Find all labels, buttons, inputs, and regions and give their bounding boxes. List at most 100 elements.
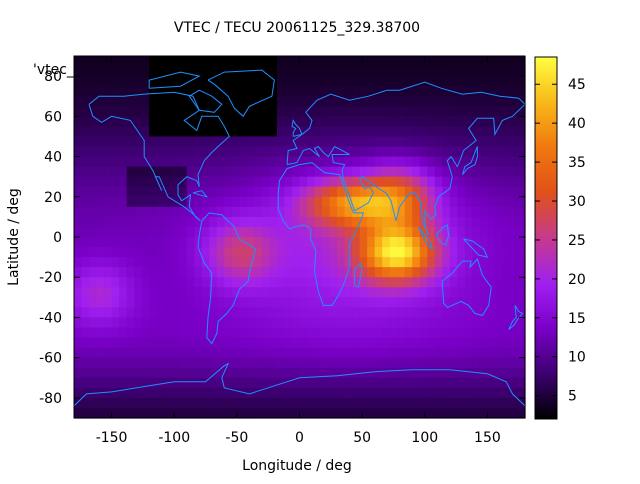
heatmap-cell bbox=[389, 287, 398, 298]
heatmap-cell bbox=[164, 76, 173, 87]
heatmap-cell bbox=[254, 327, 263, 339]
heatmap-cell bbox=[104, 307, 113, 319]
heatmap-cell bbox=[404, 76, 413, 87]
heatmap-cell bbox=[389, 126, 398, 138]
heatmap-cell bbox=[269, 226, 278, 238]
heatmap-cell bbox=[299, 377, 308, 389]
heatmap-cell bbox=[419, 277, 428, 288]
heatmap-cell bbox=[74, 297, 83, 308]
heatmap-cell bbox=[442, 377, 451, 389]
heatmap-cell bbox=[344, 206, 353, 218]
heatmap-cell bbox=[246, 216, 255, 228]
heatmap-cell bbox=[472, 237, 481, 248]
heatmap-cell bbox=[179, 347, 188, 359]
heatmap-cell bbox=[111, 76, 120, 87]
heatmap-cell bbox=[74, 287, 83, 298]
heatmap-cell bbox=[156, 367, 165, 379]
heatmap-cell bbox=[291, 267, 301, 278]
heatmap-cell bbox=[329, 216, 338, 228]
heatmap-cell bbox=[329, 247, 338, 258]
heatmap-cell bbox=[239, 387, 248, 399]
heatmap-cell bbox=[337, 226, 346, 238]
heatmap-cell bbox=[374, 226, 383, 238]
heatmap-cell bbox=[104, 397, 113, 409]
heatmap-cell bbox=[254, 216, 263, 228]
heatmap-cell bbox=[457, 166, 466, 178]
heatmap-cell bbox=[494, 257, 504, 268]
heatmap-cell bbox=[397, 307, 406, 319]
heatmap-cell bbox=[329, 277, 338, 288]
heatmap-cell bbox=[419, 317, 428, 329]
coastline-eurasia bbox=[286, 81, 526, 236]
heatmap-cell bbox=[314, 116, 323, 127]
heatmap-cell bbox=[209, 126, 218, 138]
heatmap-cell bbox=[307, 307, 316, 319]
heatmap-cell bbox=[442, 156, 451, 168]
heatmap-cell bbox=[164, 317, 173, 329]
heatmap-cell bbox=[291, 397, 301, 409]
heatmap-cell bbox=[261, 387, 271, 399]
heatmap-cell bbox=[96, 176, 105, 188]
heatmap-cell bbox=[171, 347, 180, 359]
heatmap-cell bbox=[284, 247, 293, 258]
heatmap-cell bbox=[314, 106, 323, 117]
heatmap-cell bbox=[134, 247, 143, 258]
heatmap-cell bbox=[494, 186, 504, 198]
heatmap-cell bbox=[119, 317, 128, 329]
heatmap-cell bbox=[261, 216, 271, 228]
heatmap-cell bbox=[89, 407, 98, 419]
heatmap-cell bbox=[104, 267, 113, 278]
heatmap-cell bbox=[261, 287, 271, 298]
heatmap-cell bbox=[171, 267, 180, 278]
heatmap-cell bbox=[457, 297, 466, 308]
heatmap-cell bbox=[389, 247, 398, 258]
heatmap-cell bbox=[224, 387, 233, 399]
heatmap-cell bbox=[419, 327, 428, 339]
heatmap-cell bbox=[134, 397, 143, 409]
heatmap-cell bbox=[337, 377, 346, 389]
heatmap-cell bbox=[179, 166, 188, 178]
heatmap-cell bbox=[419, 297, 428, 308]
heatmap-cell bbox=[179, 136, 188, 148]
heatmap-cell bbox=[74, 136, 83, 148]
heatmap-cell bbox=[276, 176, 286, 188]
heatmap-cell bbox=[434, 407, 443, 419]
heatmap-cell bbox=[299, 287, 308, 298]
heatmap-cell bbox=[126, 257, 135, 268]
x-tick-label: 0 bbox=[295, 430, 304, 446]
heatmap-cell bbox=[329, 226, 338, 238]
heatmap-cell bbox=[494, 307, 504, 319]
heatmap-cell bbox=[374, 257, 383, 268]
heatmap-cell bbox=[352, 257, 361, 268]
heatmap-cell bbox=[412, 267, 421, 278]
heatmap-cell bbox=[419, 76, 428, 87]
heatmap-cell bbox=[329, 337, 338, 349]
heatmap-cell bbox=[389, 186, 398, 198]
heatmap-cell bbox=[231, 96, 240, 107]
heatmap-cell bbox=[239, 96, 248, 107]
heatmap-cell bbox=[367, 136, 376, 148]
heatmap-cell bbox=[442, 397, 451, 409]
heatmap-cell bbox=[307, 377, 316, 389]
heatmap-cell bbox=[111, 176, 120, 188]
heatmap-cell bbox=[412, 96, 421, 107]
heatmap-cell bbox=[502, 297, 511, 308]
heatmap-cell bbox=[502, 247, 511, 258]
heatmap-cell bbox=[517, 176, 526, 188]
heatmap-cell bbox=[397, 86, 406, 97]
heatmap-cell bbox=[434, 337, 443, 349]
heatmap-cell bbox=[89, 397, 98, 409]
heatmap-cell bbox=[104, 337, 113, 349]
heatmap-cell bbox=[307, 76, 316, 87]
heatmap-cell bbox=[502, 337, 511, 349]
heatmap-cell bbox=[224, 347, 233, 359]
heatmap-cell bbox=[261, 317, 271, 329]
heatmap-cell bbox=[419, 226, 428, 238]
heatmap-cell bbox=[291, 126, 301, 138]
heatmap-cell bbox=[479, 377, 489, 389]
heatmap-cell bbox=[81, 136, 90, 148]
heatmap-cell bbox=[261, 156, 271, 168]
heatmap-cell bbox=[209, 76, 218, 87]
heatmap-cell bbox=[269, 186, 278, 198]
heatmap-cell bbox=[156, 76, 165, 87]
